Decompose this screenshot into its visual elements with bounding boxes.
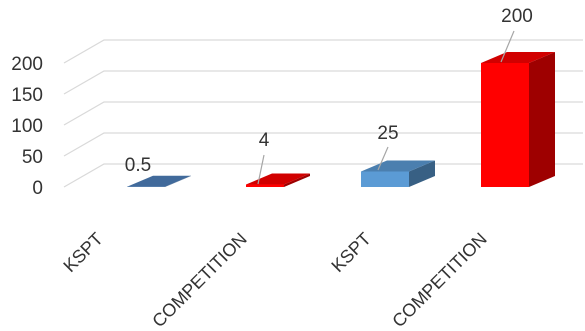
data-label-2: 25 [377,123,398,144]
bar-3 [481,52,555,187]
data-label-leader-2 [377,146,389,171]
x-axis-category-labels: KSPT COMPETITION KSPT COMPETITION [59,229,490,331]
bar-3-top [481,52,555,63]
bar-3-front [481,63,529,187]
x-category-label-3: COMPETITION [388,229,491,331]
y-tick-label-0: 0 [32,178,43,199]
bar-1-top [246,173,310,185]
data-label-leader-1 [257,154,265,185]
gridline-2 [63,101,583,126]
data-label-0: 0.5 [125,155,151,176]
bar-0-top [127,175,191,187]
bar-2-front [361,171,409,187]
bar-0-side [165,175,191,187]
y-tick-label-2: 100 [11,116,43,137]
bar-2-side [409,160,435,187]
data-labels: 0.5 4 25 200 [125,6,533,185]
bar-2-top [361,160,435,172]
data-label-3: 200 [501,6,533,27]
gridline-3 [63,70,583,95]
bar-3-side [529,52,555,187]
data-label-leader-3 [500,30,515,63]
y-axis-tick-labels: 0 50 100 150 200 [11,54,43,199]
y-tick-label-3: 150 [11,85,43,106]
data-label-1: 4 [259,130,270,151]
y-tick-label-4: 200 [11,54,43,75]
bar-1-side [284,173,310,187]
bars [127,52,555,187]
bar-1 [246,173,310,187]
x-category-label-1: COMPETITION [148,229,251,331]
bar-0 [127,175,191,187]
gridline-1 [63,132,583,157]
x-category-label-0: KSPT [59,229,106,276]
bar-1-front [246,184,284,187]
bar-2 [361,160,435,187]
gridline-4 [63,39,583,64]
x-category-label-2: KSPT [327,229,374,276]
y-tick-label-1: 50 [22,147,43,168]
